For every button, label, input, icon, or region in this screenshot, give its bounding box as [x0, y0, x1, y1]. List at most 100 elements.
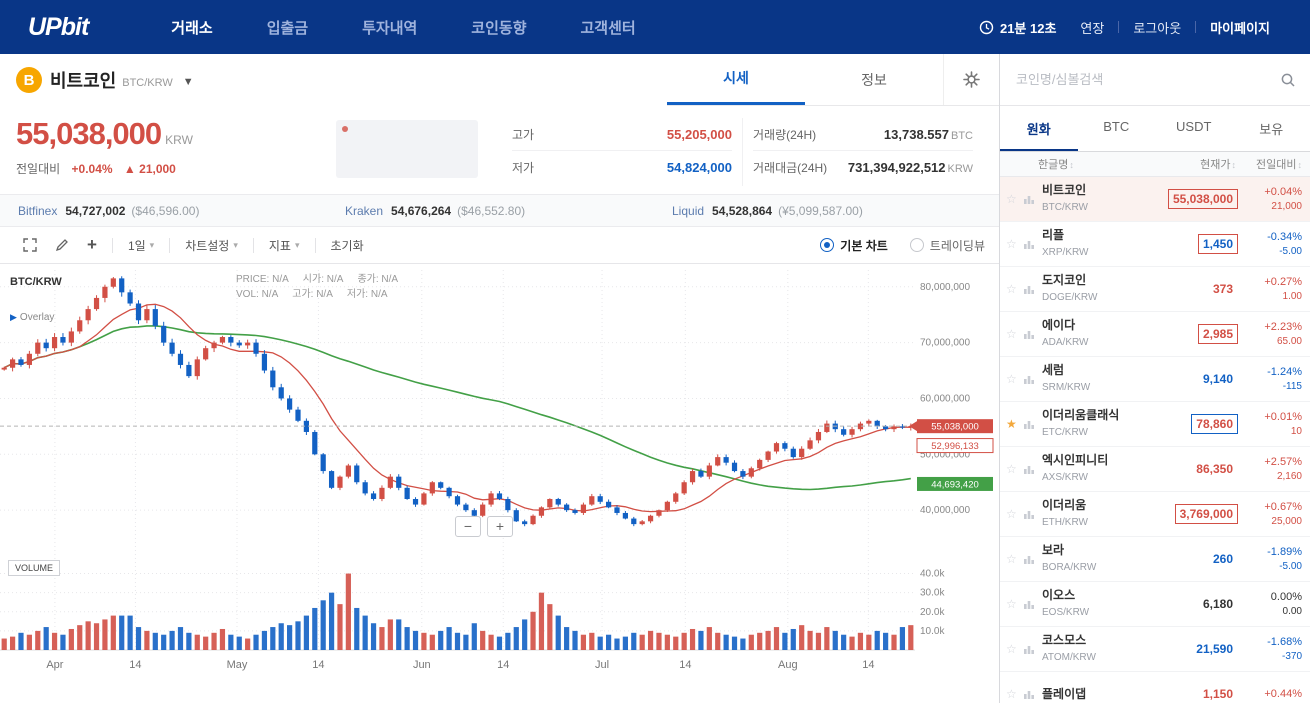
tab-btc[interactable]: BTC [1103, 119, 1130, 134]
mini-chart-icon[interactable] [1023, 508, 1039, 520]
col-name[interactable]: 한글명↕ [1038, 159, 1074, 171]
favorite-star-icon[interactable]: ☆ [1006, 597, 1017, 611]
svg-text:Jun: Jun [413, 659, 431, 671]
coin-korean-name: 이오스 [1042, 588, 1076, 603]
mini-chart-icon[interactable] [1023, 373, 1039, 385]
sort-icon: ↕ [1297, 160, 1303, 170]
coin-row-BTC/KRW[interactable]: ☆ 비트코인 BTC/KRW 55,038,000 +0.04% 21,000 [1000, 177, 1310, 222]
coin-row-ETH/KRW[interactable]: ☆ 이더리움 ETH/KRW 3,769,000 +0.67% 25,000 [1000, 492, 1310, 537]
mypage-button[interactable]: 마이페이지 [1210, 20, 1270, 36]
mini-chart-icon[interactable] [1023, 328, 1039, 340]
svg-text:Jul: Jul [595, 659, 609, 671]
coin-name-cell: 에이다 ADA/KRW [1042, 318, 1148, 350]
change-amount: -115 [1282, 380, 1302, 392]
change-amount: -370 [1281, 650, 1302, 662]
col-change[interactable]: 전일대비↕ [1256, 159, 1303, 171]
indicator-dropdown[interactable]: 지표 ▾ [268, 238, 300, 253]
divider [252, 237, 254, 253]
ohlc-field: 고가: N/A [292, 289, 333, 300]
change-label: 전일대비 [16, 162, 61, 176]
zoom-in-button[interactable]: + [487, 516, 513, 537]
change-percent: +0.04% [71, 162, 113, 176]
mini-chart-icon[interactable] [1023, 463, 1039, 475]
extend-button[interactable]: 연장 [1080, 20, 1105, 36]
search-input[interactable] [1014, 71, 1280, 88]
overlay-legend[interactable]: ▶ Overlay [10, 312, 55, 323]
favorite-star-icon[interactable]: ★ [1006, 417, 1017, 431]
coin-row-BORA/KRW[interactable]: ☆ 보라 BORA/KRW 260 -1.89% -5.00 [1000, 537, 1310, 582]
favorite-star-icon[interactable]: ☆ [1006, 462, 1017, 476]
change-amount: -5.00 [1279, 560, 1302, 572]
favorite-star-icon[interactable]: ☆ [1006, 687, 1017, 701]
svg-text:40.0k: 40.0k [920, 569, 945, 580]
fullscreen-icon[interactable] [14, 238, 46, 252]
mini-chart-icon[interactable] [1023, 553, 1039, 565]
candlestick-chart[interactable]: Apr 14 May 14 Jun 14 Jul 14 Aug 14 80,000,000 70,00… [0, 264, 999, 690]
coin-row-XRP/KRW[interactable]: ☆ 리플 XRP/KRW 1,450 -0.34% -5.00 [1000, 222, 1310, 267]
coin-row-SRM/KRW[interactable]: ☆ 세럼 SRM/KRW 9,140 -1.24% -115 [1000, 357, 1310, 402]
logout-button[interactable]: 로그아웃 [1133, 20, 1182, 36]
tab-usdt[interactable]: USDT [1176, 119, 1212, 134]
favorite-star-icon[interactable]: ☆ [1006, 372, 1017, 386]
coin-row-플레이댑[interactable]: ☆ 플레이댑 1,150 +0.44% [1000, 672, 1310, 703]
reset-button[interactable]: 초기화 [330, 238, 364, 253]
mini-chart-icon[interactable] [1023, 643, 1039, 655]
radio-basic-chart[interactable]: 기본 차트 [820, 237, 888, 254]
change-amount: 0.00 [1282, 605, 1302, 617]
nav-item-3[interactable]: 코인동향 [471, 19, 527, 37]
coin-row-ADA/KRW[interactable]: ☆ 에이다 ADA/KRW 2,985 +2.23% 65.00 [1000, 312, 1310, 357]
coin-row-DOGE/KRW[interactable]: ☆ 도지코인 DOGE/KRW 373 +0.27% 1.00 [1000, 267, 1310, 312]
favorite-star-icon[interactable]: ☆ [1006, 327, 1017, 341]
mini-chart-icon[interactable] [1023, 238, 1039, 250]
change-amount: 21,000 [1271, 200, 1302, 212]
coin-row-ATOM/KRW[interactable]: ☆ 코스모스 ATOM/KRW 21,590 -1.68% -370 [1000, 627, 1310, 672]
favorite-star-icon[interactable]: ☆ [1006, 237, 1017, 251]
svg-text:44,693,420: 44,693,420 [931, 479, 979, 490]
chart-canvas[interactable]: Apr 14 May 14 Jun 14 Jul 14 Aug 14 80,000,000 70,00… [0, 264, 998, 690]
col-price[interactable]: 현재가↕ [1200, 159, 1236, 171]
mini-chart-icon[interactable] [1023, 688, 1039, 700]
nav-item-1[interactable]: 입출금 [266, 19, 309, 37]
coin-dropdown-icon[interactable]: ▼ [182, 76, 194, 88]
mini-chart-icon[interactable] [1023, 193, 1039, 205]
coin-name-cell: 플레이댑 [1042, 687, 1148, 702]
mini-chart-icon[interactable] [1023, 283, 1039, 295]
favorite-star-icon[interactable]: ☆ [1006, 552, 1017, 566]
add-indicator-icon[interactable]: + [87, 235, 97, 254]
blurred-preview [336, 120, 478, 178]
ohlc-field: 저가: N/A [346, 289, 388, 300]
mini-chart-icon[interactable] [1023, 598, 1039, 610]
tab-info[interactable]: 정보 [861, 71, 887, 88]
interval-dropdown[interactable]: 1일 ▾ [127, 238, 155, 253]
coin-korean-name: 보라 [1042, 543, 1065, 558]
stat-row: 고가 55,205,000 [512, 118, 732, 151]
favorite-star-icon[interactable]: ☆ [1006, 192, 1017, 206]
favorite-star-icon[interactable]: ☆ [1006, 507, 1017, 521]
coin-pair-code: ADA/KRW [1042, 337, 1089, 349]
coin-row-ETC/KRW[interactable]: ★ 이더리움클래식 ETC/KRW 78,860 +0.01% 10 [1000, 402, 1310, 447]
ohlc-field: PRICE: N/A [236, 274, 289, 285]
settings-gear-icon[interactable] [943, 54, 999, 105]
favorite-star-icon[interactable]: ☆ [1006, 282, 1017, 296]
mini-chart-icon[interactable] [1023, 418, 1039, 430]
nav-item-2[interactable]: 투자내역 [362, 19, 418, 37]
tab-holdings[interactable]: 보유 [1259, 122, 1284, 137]
chart-settings-dropdown[interactable]: 차트설정 ▾ [185, 238, 238, 253]
upbit-logo[interactable]: UPbit [28, 12, 89, 41]
draw-pencil-icon[interactable] [46, 238, 78, 252]
coin-korean-name: 코스모스 [1042, 633, 1087, 648]
zoom-out-button[interactable]: − [455, 516, 481, 537]
radio-tradingview[interactable]: 트레이딩뷰 [909, 237, 985, 254]
search-icon[interactable] [1280, 72, 1296, 88]
tab-price[interactable]: 시세 [667, 54, 805, 105]
nav-item-0[interactable]: 거래소 [171, 19, 213, 37]
exchange-price: 54,528,864 [712, 203, 773, 218]
change-percent: -1.24% [1267, 366, 1302, 379]
tab-krw[interactable]: 원화 [1000, 106, 1078, 151]
coin-row-EOS/KRW[interactable]: ☆ 이오스 EOS/KRW 6,180 0.00% 0.00 [1000, 582, 1310, 627]
coin-row-AXS/KRW[interactable]: ☆ 엑시인피니티 AXS/KRW 86,350 +2.57% 2,160 [1000, 447, 1310, 492]
favorite-star-icon[interactable]: ☆ [1006, 642, 1017, 656]
coin-price-cell: 55,038,000 [1148, 189, 1238, 209]
nav-item-4[interactable]: 고객센터 [580, 19, 636, 37]
divider [1195, 21, 1197, 33]
